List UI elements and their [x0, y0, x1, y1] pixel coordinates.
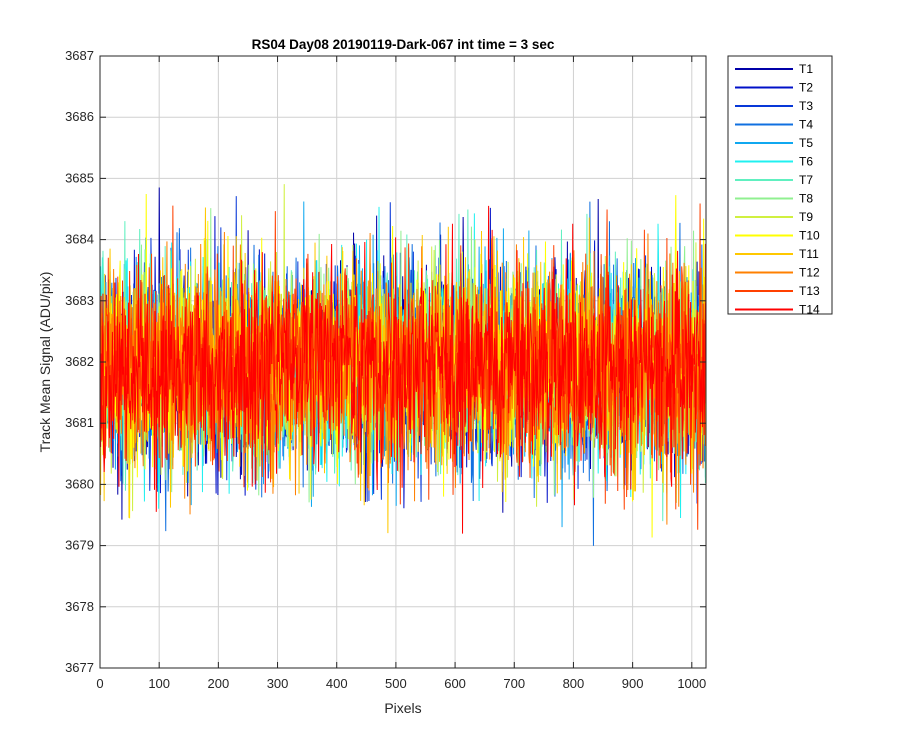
y-tick-label: 3681 [65, 415, 94, 430]
y-tick-label: 3685 [65, 170, 94, 185]
legend-label-t5: T5 [799, 136, 813, 150]
y-tick-label: 3687 [65, 48, 94, 63]
legend-label-t9: T9 [799, 210, 813, 224]
y-tick-label: 3677 [65, 660, 94, 675]
legend-box [727, 55, 833, 315]
legend-label-t7: T7 [799, 173, 813, 187]
series-lines [99, 184, 707, 546]
x-tick-label: 600 [444, 676, 466, 691]
y-tick-label: 3678 [65, 599, 94, 614]
y-tick-label: 3679 [65, 538, 94, 553]
x-tick-label: 100 [148, 676, 170, 691]
x-axis-ticks: 0 100 200 300 400 500 600 700 800 900 1000 [96, 56, 706, 691]
legend-label-t4: T4 [799, 118, 813, 132]
chart-title: RS04 Day08 20190119-Dark-067 int time = … [252, 37, 555, 52]
legend-label-t8: T8 [799, 192, 813, 206]
x-axis-label: Pixels [384, 700, 421, 716]
y-tick-label: 3686 [65, 109, 94, 124]
y-tick-label: 3684 [65, 232, 94, 247]
legend-label-t6: T6 [799, 155, 813, 169]
x-tick-label: 0 [96, 676, 103, 691]
legend-label-t14: T14 [799, 303, 820, 317]
legend-label-t10: T10 [799, 229, 820, 243]
legend-label-t1: T1 [799, 62, 813, 76]
series-line-t14 [99, 205, 707, 534]
x-tick-label: 700 [503, 676, 525, 691]
y-axis-label: Track Mean Signal (ADU/pix) [37, 272, 53, 453]
x-tick-label: 500 [385, 676, 407, 691]
x-tick-label: 400 [326, 676, 348, 691]
y-tick-label: 3680 [65, 476, 94, 491]
legend-label-t12: T12 [799, 266, 820, 280]
x-tick-label: 300 [267, 676, 289, 691]
legend-label-t2: T2 [799, 81, 813, 95]
x-tick-label: 900 [622, 676, 644, 691]
y-tick-label: 3683 [65, 293, 94, 308]
x-tick-label: 200 [208, 676, 230, 691]
y-tick-label: 3682 [65, 354, 94, 369]
x-tick-label: 800 [563, 676, 585, 691]
legend-label-t13: T13 [799, 284, 820, 298]
legend-label-t11: T11 [799, 247, 819, 261]
x-tick-label: 1000 [677, 676, 706, 691]
y-axis-ticks: 3677 3678 3679 3680 3681 3682 3683 3684 3685 3686… [65, 48, 706, 675]
legend-label-t3: T3 [799, 99, 813, 113]
legend: T1 T2 T3 T4 T5 T6 T7 T8 T9 T10 T11 T12 T13 T14 [727, 55, 833, 317]
